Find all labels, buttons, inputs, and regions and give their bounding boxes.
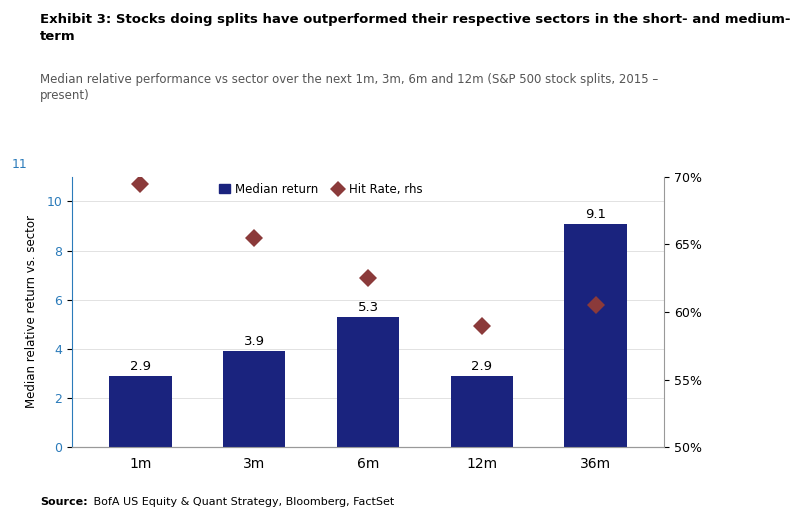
Y-axis label: Median relative return vs. sector: Median relative return vs. sector xyxy=(25,215,38,409)
Bar xyxy=(109,376,172,447)
Text: 3.9: 3.9 xyxy=(244,335,265,348)
Text: Median relative performance vs sector over the next 1m, 3m, 6m and 12m (S&P 500 : Median relative performance vs sector ov… xyxy=(40,73,658,102)
Text: 11: 11 xyxy=(11,158,27,171)
Text: 9.1: 9.1 xyxy=(585,207,606,220)
Bar xyxy=(564,224,627,447)
Text: 2.9: 2.9 xyxy=(130,360,151,373)
Bar xyxy=(223,352,286,447)
Bar xyxy=(337,317,399,447)
Bar xyxy=(450,376,513,447)
Text: Exhibit 3: Stocks doing splits have outperformed their respective sectors in the: Exhibit 3: Stocks doing splits have outp… xyxy=(40,13,790,43)
Text: 2.9: 2.9 xyxy=(471,360,492,373)
Text: Source:: Source: xyxy=(40,497,88,507)
Text: BofA US Equity & Quant Strategy, Bloomberg, FactSet: BofA US Equity & Quant Strategy, Bloombe… xyxy=(90,497,394,507)
Legend: Median return, Hit Rate, rhs: Median return, Hit Rate, rhs xyxy=(218,183,422,196)
Text: 5.3: 5.3 xyxy=(358,301,378,314)
